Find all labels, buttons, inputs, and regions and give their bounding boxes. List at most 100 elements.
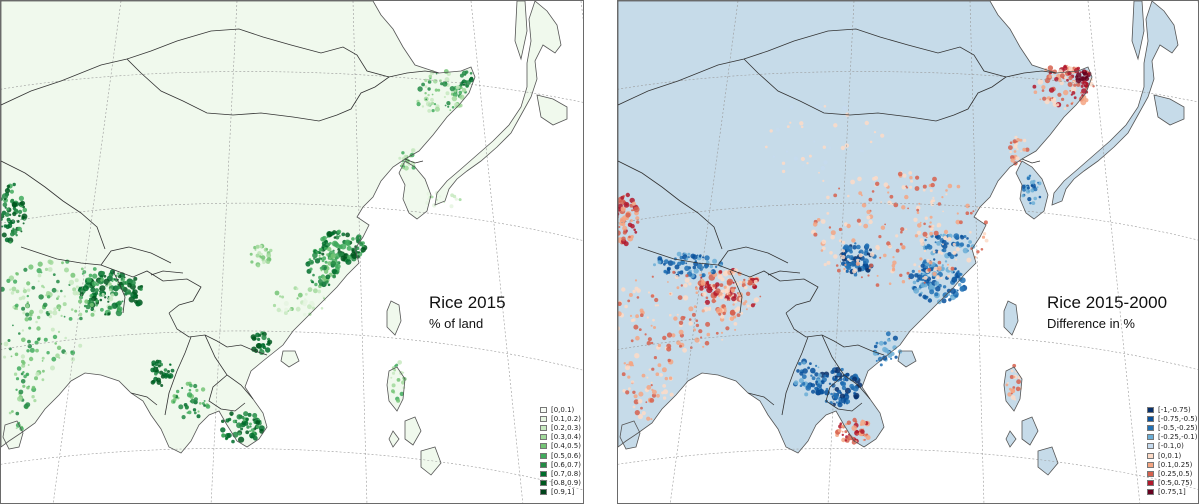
data-cell: [255, 253, 260, 258]
data-cell: [458, 198, 462, 202]
data-cell: [12, 211, 17, 217]
data-cell: [75, 285, 79, 289]
legend-label: [0.3,0.4): [551, 433, 581, 442]
data-cell: [439, 79, 442, 83]
data-cell: [944, 260, 948, 263]
data-cell: [1020, 150, 1022, 153]
data-cell: [1060, 73, 1065, 79]
data-cell: [809, 362, 812, 365]
data-cell: [844, 430, 848, 434]
data-cell: [78, 312, 83, 317]
data-cell: [929, 221, 932, 224]
data-cell: [34, 376, 38, 381]
data-cell: [297, 292, 303, 298]
data-cell: [48, 260, 54, 265]
data-cell: [181, 415, 186, 420]
data-cell: [427, 109, 432, 113]
legend-item: [0.2,0.3): [540, 423, 581, 432]
land-mass: [537, 95, 567, 125]
data-cell: [947, 263, 949, 266]
country-border: [637, 246, 819, 314]
data-cell: [99, 298, 103, 302]
data-cell: [843, 267, 846, 271]
data-cell: [21, 215, 25, 219]
data-cell: [750, 278, 753, 281]
data-cell: [20, 354, 26, 359]
data-cell: [744, 285, 748, 290]
data-cell: [31, 395, 35, 399]
data-cell: [719, 283, 724, 287]
data-cell: [1027, 197, 1032, 202]
data-cell: [1030, 184, 1034, 187]
data-cell: [424, 85, 428, 89]
data-cell: [956, 289, 959, 292]
data-cell: [31, 385, 36, 390]
data-cell: [649, 398, 655, 403]
data-cell: [650, 384, 653, 387]
data-cell: [721, 289, 725, 293]
data-cell: [846, 269, 849, 273]
data-cell: [1042, 96, 1047, 101]
data-cell: [830, 370, 835, 374]
data-cell: [4, 198, 7, 201]
data-cell: [884, 223, 886, 226]
map-legend: [-1,-0.75) [-0.75,-0.5) [-0.5,-0.25) [-0.25…: [1147, 405, 1197, 497]
data-cell: [318, 247, 323, 252]
data-cell: [646, 316, 649, 319]
country-border: [100, 246, 172, 266]
data-cell: [644, 333, 647, 336]
data-cell: [220, 427, 226, 433]
data-cell: [747, 280, 753, 286]
data-cell: [1012, 363, 1017, 368]
country-border: [112, 270, 126, 314]
data-cell: [646, 416, 651, 421]
data-cell: [703, 306, 709, 312]
data-cell: [929, 215, 933, 219]
coastline: [1051, 1, 1179, 206]
data-cell: [1055, 104, 1058, 107]
data-cell: [688, 306, 694, 312]
legend-item: [0.1,0.2): [540, 414, 581, 423]
data-cell: [666, 268, 670, 271]
data-cell: [826, 195, 830, 200]
data-cell: [817, 373, 822, 378]
data-cell: [314, 282, 318, 287]
data-cell: [163, 368, 168, 372]
data-cell: [901, 185, 906, 190]
data-cell: [733, 322, 738, 326]
data-cell: [53, 307, 57, 311]
coastline: [514, 1, 528, 61]
data-cell: [1025, 147, 1030, 152]
data-cell: [820, 249, 824, 252]
data-cell: [830, 234, 835, 240]
data-cell: [878, 340, 884, 346]
data-cell: [1, 197, 3, 201]
data-cell: [913, 217, 918, 222]
data-cell: [840, 145, 846, 151]
graticule-line: [618, 330, 1198, 371]
data-cell: [864, 243, 870, 249]
data-cell: [630, 339, 634, 343]
border-layer: [618, 28, 1057, 416]
data-cell: [1009, 375, 1014, 379]
data-cell: [1029, 202, 1032, 205]
data-cell: [692, 265, 697, 270]
data-cell: [946, 288, 951, 293]
data-cell: [321, 252, 325, 256]
legend-label: [-0.5,-0.25): [1158, 423, 1198, 432]
data-cell: [245, 417, 249, 422]
data-cell: [623, 362, 626, 365]
data-cell: [949, 254, 955, 260]
data-cell: [923, 259, 928, 264]
data-cell: [679, 344, 682, 348]
data-cell: [712, 284, 716, 288]
data-cell: [35, 320, 38, 324]
data-cell: [722, 270, 729, 277]
data-cell: [920, 241, 925, 246]
data-cell: [1031, 201, 1036, 206]
data-cell: [934, 241, 937, 244]
data-cell: [811, 376, 816, 381]
data-cell: [917, 223, 922, 228]
data-cell: [842, 252, 845, 256]
data-cell: [862, 438, 865, 442]
